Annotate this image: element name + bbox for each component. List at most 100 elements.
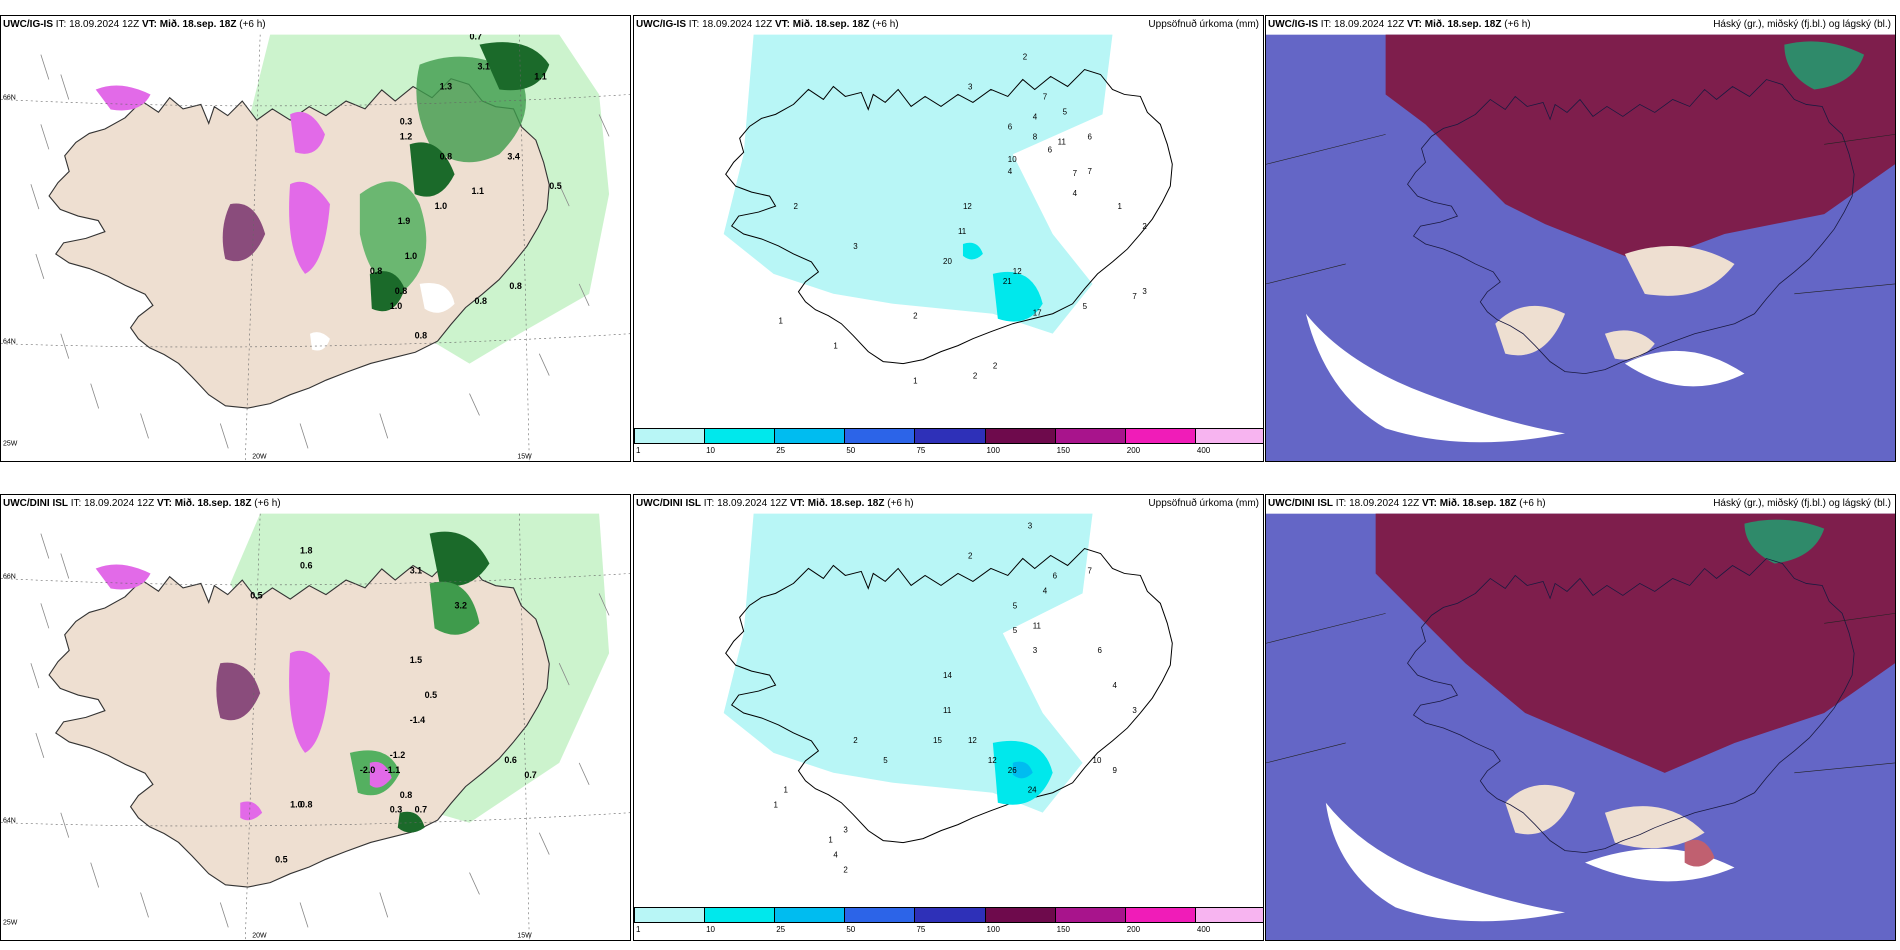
lon-label-15w: 15W [517,453,532,460]
panel-top-middle: UWC/IG-IS IT: 18.09.2024 12Z VT: Mið. 18… [633,15,1264,462]
colorbar-swatch [1194,428,1263,444]
value-label: 0.8 [440,151,452,161]
lat-label-66n: 66N [3,573,16,580]
colorbar-swatch [914,428,986,444]
lead-time: (+6 h) [1519,498,1546,509]
value-label: 14 [943,671,952,680]
value-label: 5 [1013,626,1018,635]
colorbar-tick: 10 [706,446,716,455]
colorbar-tick: 200 [1126,925,1141,934]
value-label: 2 [793,202,798,211]
value-label: 0.6 [300,561,312,571]
colorbar-swatch [1124,428,1196,444]
value-label: 0.7 [415,805,427,815]
model-name: UWC/IG-IS [3,19,53,30]
value-label: 1.1 [534,72,546,82]
panel-header: UWC/DINI ISL IT: 18.09.2024 12Z VT: Mið.… [634,495,1263,513]
value-label: 2 [1023,53,1028,62]
value-label: 12 [1013,267,1022,276]
panel-title: Háský (gr.), miðský (fj.bl.) og lágský (… [1713,498,1891,509]
colorbar-tick: 1 [636,925,641,934]
value-label: 1 [833,342,838,351]
value-label: -2.0 [360,765,375,775]
colorbar-swatch [774,428,846,444]
value-label: 4 [1033,112,1038,121]
value-label: 2 [973,372,978,381]
colorbar-swatch [1124,907,1196,923]
value-label: 1 [784,786,789,795]
panel-bottom-middle: UWC/DINI ISL IT: 18.09.2024 12Z VT: Mið.… [633,494,1264,941]
value-label: 2 [993,362,998,371]
model-name: UWC/IG-IS [1268,19,1318,30]
value-label: 1.8 [300,546,312,556]
value-label: 12 [968,736,977,745]
value-label: 17 [1033,309,1042,318]
value-label: 0.5 [250,590,262,600]
value-label: -1.2 [390,750,405,760]
colorbar-swatch [774,907,846,923]
value-label: 3 [1028,522,1033,531]
value-label: 0.8 [400,790,412,800]
value-label: 3.1 [410,565,422,575]
value-label: 6 [1088,132,1093,141]
panel-header: UWC/IG-IS IT: 18.09.2024 12Z VT: Mið. 18… [1,16,630,34]
value-label: 12 [963,202,972,211]
value-label: 1 [1117,202,1122,211]
value-label: 1.3 [440,82,452,92]
init-time: IT: 18.09.2024 12Z [1320,19,1405,30]
cloud-map [1266,513,1895,940]
colorbar-tick: 25 [776,446,786,455]
value-label: 8 [1033,132,1038,141]
panel-top-right: UWC/IG-IS IT: 18.09.2024 12Z VT: Mið. 18… [1265,15,1896,462]
value-label: 5 [1063,107,1068,116]
value-label: 7 [1088,167,1093,176]
colorbar-swatch [634,907,706,923]
value-label: 4 [1073,189,1078,198]
lead-time: (+6 h) [872,19,899,30]
value-label: 2 [843,865,848,874]
value-label: 21 [1003,277,1012,286]
colorbar-swatch [1054,428,1126,444]
model-name: UWC/DINI ISL [3,498,68,509]
colorbar-tick: 400 [1196,925,1211,934]
value-label: 4 [1043,586,1048,595]
valid-time: VT: Mið. 18.sep. 18Z [156,498,252,509]
colorbar-tick: 50 [846,925,856,934]
value-label: 3 [1033,646,1038,655]
value-label: 5 [883,756,888,765]
colorbar-tick: 75 [916,925,926,934]
value-label: 3.2 [455,600,467,610]
value-label: 3.1 [477,62,489,72]
value-label: 3.4 [507,151,519,161]
panel-header: UWC/IG-IS IT: 18.09.2024 12Z VT: Mið. 18… [634,16,1263,34]
colorbar: 1 10 25 50 75 100 150 200 400 [634,428,1263,458]
colorbar-tick: 400 [1196,446,1211,455]
value-label: 4 [1008,167,1013,176]
value-label: 2 [853,736,858,745]
value-label: 10 [1093,756,1102,765]
value-label: 3 [853,242,858,251]
value-label: 0.8 [370,266,382,276]
value-label: -1.4 [410,715,425,725]
value-label: 0.8 [509,281,521,291]
value-label: 3 [843,826,848,835]
value-label: 11 [958,227,967,236]
colorbar: 1 10 25 50 75 100 150 200 400 [634,907,1263,937]
value-label: 0.5 [425,690,437,700]
value-label: 11 [1058,137,1067,146]
value-label: 6 [1048,145,1053,154]
value-label: 11 [943,706,952,715]
lon-label-20w: 20W [252,453,267,460]
value-label: 0.5 [275,855,287,865]
value-label: 2 [913,312,918,321]
panel-header: UWC/DINI ISL IT: 18.09.2024 12Z VT: Mið.… [1,495,630,513]
value-label: 11 [1033,621,1042,630]
lon-label-25w: 25W [3,440,18,447]
value-label: 1.0 [435,201,447,211]
value-label: 0.8 [395,286,407,296]
colorbar-tick: 150 [1056,925,1071,934]
colorbar-tick: 100 [986,925,1000,934]
colorbar-tick: 100 [986,446,1000,455]
